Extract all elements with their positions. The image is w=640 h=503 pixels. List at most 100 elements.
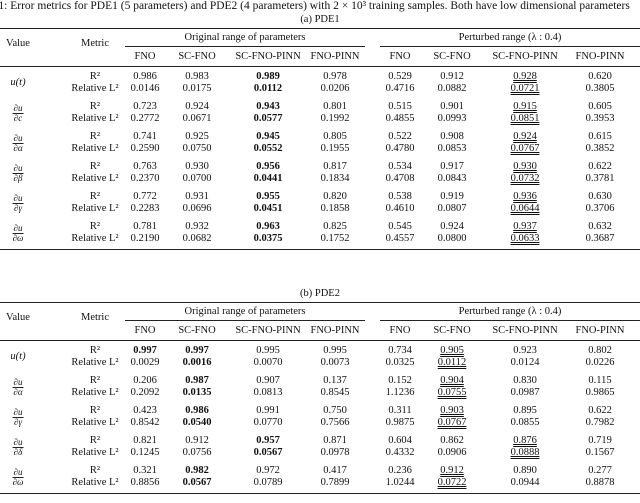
fraction-numerator: ∂u <box>12 223 24 234</box>
cell: 0.917 <box>440 161 464 172</box>
fraction-denominator: ∂β <box>13 173 23 183</box>
cell: 0.4708 <box>385 173 415 184</box>
cell: 0.987 <box>185 375 209 386</box>
fraction-denominator: ∂α <box>13 387 23 397</box>
cell: 0.529 <box>388 71 412 82</box>
cell: 0.0732 <box>510 173 540 184</box>
rule <box>380 46 640 47</box>
cell: 0.955 <box>256 191 280 202</box>
cell: 0.0851 <box>510 113 540 124</box>
cell: 0.1955 <box>320 143 350 154</box>
cell: 0.0813 <box>253 387 283 398</box>
cell: 0.2283 <box>130 203 160 214</box>
cell: 0.152 <box>388 375 412 386</box>
fraction-numerator: ∂u <box>12 193 24 204</box>
header-column: SC-FNO <box>178 51 216 62</box>
metric-label: Relative L² <box>71 357 119 368</box>
cell: 0.772 <box>133 191 157 202</box>
header-column: FNO-PINN <box>575 51 625 62</box>
cell: 0.876 <box>513 435 537 446</box>
cell: 0.2370 <box>130 173 160 184</box>
cell: 0.115 <box>588 375 612 386</box>
cell: 0.937 <box>513 221 537 232</box>
cell: 0.0671 <box>182 113 212 124</box>
fraction-denominator: ∂γ <box>13 417 22 427</box>
cell: 0.912 <box>440 465 464 476</box>
cell: 0.997 <box>133 345 157 356</box>
cell: 0.1858 <box>320 203 350 214</box>
fraction-denominator: ∂α <box>13 143 23 153</box>
rule <box>0 493 640 494</box>
value-label: u(t) <box>10 351 26 362</box>
cell: 0.821 <box>133 435 157 446</box>
cell: 0.0567 <box>253 447 283 458</box>
cell: 0.1752 <box>320 233 350 244</box>
cell: 0.0226 <box>585 357 615 368</box>
cell: 0.3781 <box>585 173 615 184</box>
cell: 0.4610 <box>385 203 415 214</box>
cell: 0.9875 <box>385 417 415 428</box>
fraction-numerator: ∂u <box>12 163 24 174</box>
cell: 0.905 <box>440 345 464 356</box>
cell: 0.4557 <box>385 233 415 244</box>
cell: 0.781 <box>133 221 157 232</box>
fraction-numerator: ∂u <box>12 103 24 114</box>
cell: 0.8856 <box>130 477 160 488</box>
cell: 0.0755 <box>437 387 467 398</box>
cell: 0.1567 <box>585 447 615 458</box>
cell: 0.321 <box>133 465 157 476</box>
cell: 0.236 <box>388 465 412 476</box>
cell: 0.0800 <box>437 233 467 244</box>
cell: 0.0944 <box>510 477 540 488</box>
rule <box>0 66 640 67</box>
cell: 0.622 <box>588 161 612 172</box>
cell: 0.0767 <box>510 143 540 154</box>
cell: 0.0029 <box>130 357 160 368</box>
metric-label: Relative L² <box>71 173 119 184</box>
cell: 0.763 <box>133 161 157 172</box>
metric-label: R² <box>89 161 101 172</box>
metric-label: Relative L² <box>71 83 119 94</box>
fraction-numerator: ∂u <box>12 133 24 144</box>
cell: 0.972 <box>256 465 280 476</box>
cell: 0.995 <box>256 345 280 356</box>
cell: 0.817 <box>323 161 347 172</box>
cell: 0.0567 <box>182 477 212 488</box>
fraction-denominator: ∂γ <box>13 203 22 213</box>
cell: 0.801 <box>323 101 347 112</box>
cell: 0.2772 <box>130 113 160 124</box>
cell: 1.0244 <box>385 477 415 488</box>
cell: 0.923 <box>513 345 537 356</box>
cell: 0.0633 <box>510 233 540 244</box>
cell: 0.1834 <box>320 173 350 184</box>
cell: 0.912 <box>185 435 209 446</box>
rule <box>380 320 640 321</box>
cell: 0.908 <box>440 131 464 142</box>
cell: 0.2590 <box>130 143 160 154</box>
cell: 0.0441 <box>253 173 283 184</box>
cell: 0.0375 <box>253 233 283 244</box>
metric-label: R² <box>89 131 101 142</box>
cell: 0.0682 <box>182 233 212 244</box>
cell: 0.538 <box>388 191 412 202</box>
cell: 0.7982 <box>585 417 615 428</box>
cell: 0.7566 <box>320 417 350 428</box>
metric-label: Relative L² <box>71 113 119 124</box>
cell: 0.0696 <box>182 203 212 214</box>
cell: 0.0987 <box>510 387 540 398</box>
value-fraction: ∂u ∂α <box>12 133 24 153</box>
cell: 0.515 <box>388 101 412 112</box>
rule <box>0 249 640 250</box>
cell: 0.0756 <box>182 447 212 458</box>
metric-label: R² <box>89 375 101 386</box>
cell: 0.2092 <box>130 387 160 398</box>
header-metric: Metric <box>81 312 109 323</box>
rule <box>125 320 365 321</box>
cell: 0.417 <box>323 465 347 476</box>
cell: 0.930 <box>185 161 209 172</box>
cell: 0.4332 <box>385 447 415 458</box>
header-column: SC-FNO-PINN <box>492 51 558 62</box>
cell: 0.277 <box>588 465 612 476</box>
header-group: Original range of parameters <box>184 32 306 43</box>
cell: 0.997 <box>185 345 209 356</box>
